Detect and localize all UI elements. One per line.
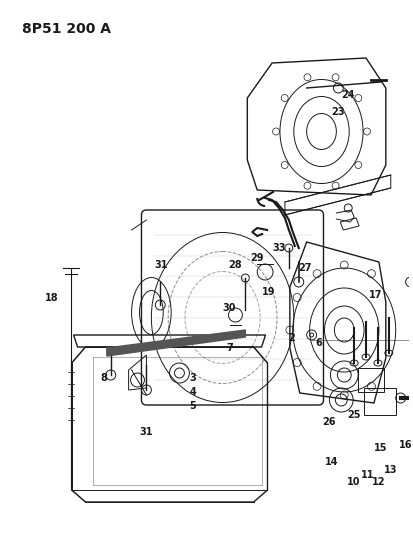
Text: 18: 18 — [45, 293, 58, 303]
Text: 10: 10 — [347, 477, 361, 487]
Text: 31: 31 — [154, 260, 168, 270]
Text: 16: 16 — [399, 440, 412, 450]
Text: 8: 8 — [100, 373, 107, 383]
Text: 19: 19 — [262, 287, 276, 297]
Text: 27: 27 — [298, 263, 311, 273]
Text: 6: 6 — [315, 338, 322, 348]
Text: 11: 11 — [361, 470, 375, 480]
Text: 3: 3 — [190, 373, 196, 383]
Text: 28: 28 — [229, 260, 242, 270]
Text: 8P51 200 A: 8P51 200 A — [22, 22, 111, 36]
Text: 31: 31 — [140, 427, 153, 437]
Text: 24: 24 — [342, 90, 355, 100]
Text: 15: 15 — [374, 443, 388, 453]
Text: 14: 14 — [325, 457, 338, 467]
Text: 25: 25 — [347, 410, 361, 420]
Text: 33: 33 — [272, 243, 286, 253]
Text: 30: 30 — [223, 303, 236, 313]
Text: 17: 17 — [369, 290, 383, 300]
Text: 26: 26 — [323, 417, 336, 427]
Text: 13: 13 — [384, 465, 398, 475]
Text: 29: 29 — [250, 253, 264, 263]
Text: 4: 4 — [190, 387, 196, 397]
Text: 23: 23 — [332, 107, 345, 117]
Text: 5: 5 — [190, 401, 196, 411]
Polygon shape — [107, 330, 245, 356]
Text: 7: 7 — [226, 343, 233, 353]
Text: 12: 12 — [372, 477, 386, 487]
Text: 2: 2 — [288, 333, 295, 343]
